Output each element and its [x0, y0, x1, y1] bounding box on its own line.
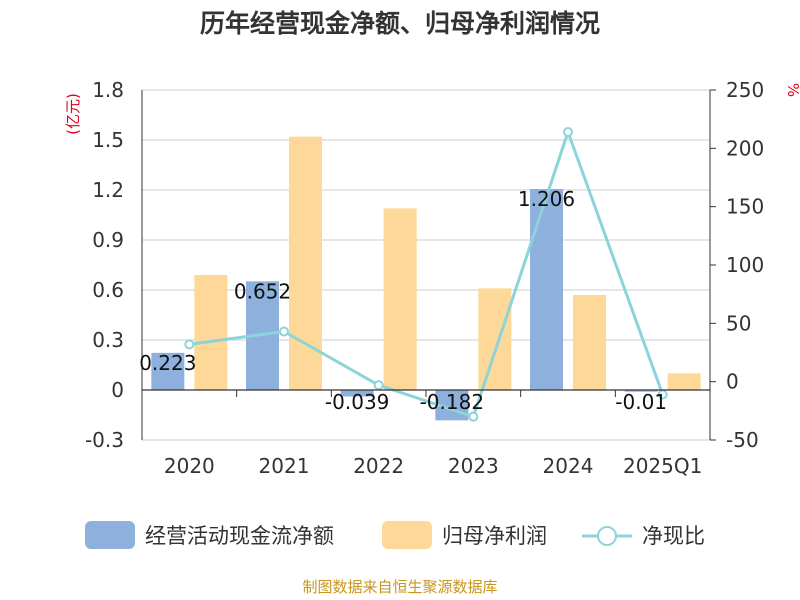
bars	[151, 136, 701, 421]
left-tick-label: 0	[111, 378, 124, 402]
cashflow-data-label: 0.223	[139, 351, 196, 375]
left-tick-label: 0.9	[92, 228, 124, 252]
legend-label-ratio: 净现比	[642, 524, 705, 548]
left-axis-ticks: 1.8 1.5 1.2 0.9 0.6 0.3 0 -0.3	[85, 78, 124, 452]
legend: 经营活动现金流净额 归母净利润 净现比	[85, 521, 705, 549]
net-profit-bar	[478, 288, 512, 390]
right-tick-label: 150	[726, 195, 764, 219]
cashflow-data-label: 1.206	[518, 187, 575, 211]
left-tick-label: 0.3	[92, 328, 124, 352]
net-profit-bar	[573, 295, 606, 390]
right-tick-label: -50	[726, 428, 759, 452]
left-tick-label: 1.5	[92, 128, 124, 152]
right-tick-label: 0	[726, 370, 739, 394]
net-profit-bar	[667, 373, 701, 390]
ratio-polyline	[189, 127, 665, 419]
left-tick-label: 0.6	[92, 278, 124, 302]
data-source: 制图数据来自恒生聚源数据库	[302, 578, 497, 596]
net-profit-bar	[383, 208, 417, 390]
cashflow-data-label: 0.652	[234, 279, 291, 303]
legend-label-net-profit: 归母净利润	[442, 524, 547, 548]
ratio-point	[373, 380, 384, 391]
cashflow-bar	[151, 352, 185, 390]
cashflow-data-label: -0.039	[325, 390, 389, 414]
ratio-point	[184, 339, 195, 350]
x-axis-ticks: 2020 2021 2022 2023 2024 2025Q1	[164, 454, 702, 478]
net-profit-bar	[194, 275, 228, 390]
chart-title: 历年经营现金净额、归母净利润情况	[200, 9, 600, 38]
x-tick-label: 2021	[259, 454, 310, 478]
cashflow-bar	[340, 390, 374, 397]
x-tick-label: 2025Q1	[623, 454, 702, 478]
x-tick-label: 2023	[448, 454, 499, 478]
ratio-point	[279, 326, 289, 337]
ratio-point	[563, 127, 573, 137]
legend-swatch-cashflow	[85, 521, 135, 549]
left-axis-unit: (亿元)	[64, 93, 82, 135]
left-tick-label: 1.8	[92, 78, 124, 102]
left-tick-label: 1.2	[92, 178, 124, 202]
cashflow-data-label: -0.182	[420, 390, 484, 414]
right-tick-label: 50	[726, 311, 751, 335]
right-axis-unit: %	[784, 83, 800, 97]
right-tick-label: 100	[726, 253, 764, 277]
right-tick-label: 250	[726, 78, 764, 102]
cashflow-bar	[624, 390, 658, 392]
ratio-line	[184, 127, 668, 422]
left-tick-label: -0.3	[85, 428, 124, 452]
right-tick-label: 200	[726, 136, 764, 160]
x-tick-label: 2022	[353, 454, 404, 478]
data-labels: 0.223 0.652 -0.039 -0.182 1.206 -0.01	[139, 187, 667, 414]
legend-swatch-net-profit	[382, 521, 432, 549]
net-profit-bar	[289, 136, 322, 390]
cashflow-data-label: -0.01	[615, 390, 667, 414]
right-axis-ticks: 250 200 150 100 50 0 -50	[710, 78, 764, 452]
x-tick-label: 2024	[543, 454, 594, 478]
axes	[141, 90, 711, 440]
legend-label-cashflow: 经营活动现金流净额	[145, 524, 334, 548]
cashflow-bar	[530, 189, 563, 390]
legend-marker-ratio	[597, 526, 617, 546]
x-tick-label: 2020	[164, 454, 215, 478]
ratio-point	[468, 411, 479, 422]
